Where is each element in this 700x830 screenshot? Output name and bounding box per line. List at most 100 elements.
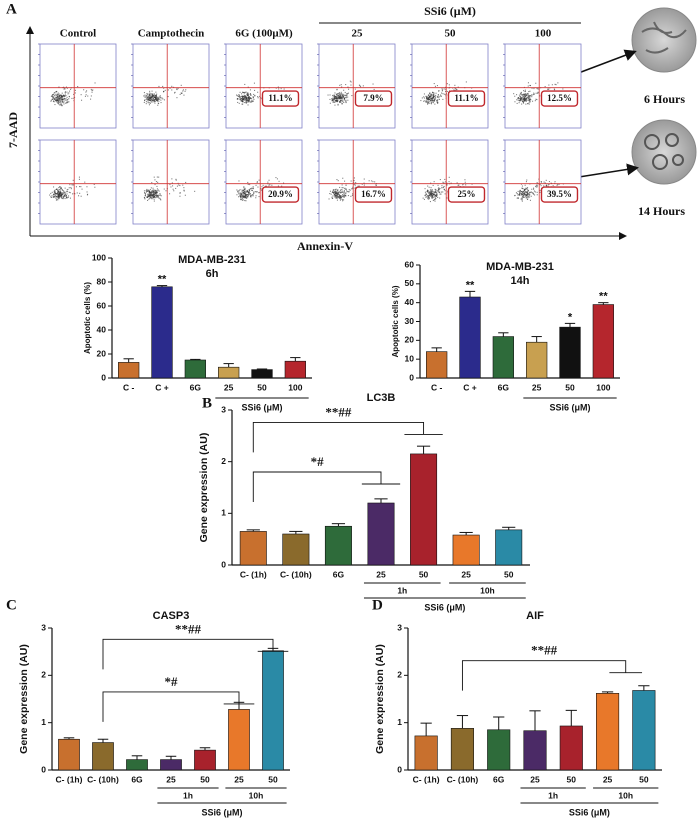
dot [64, 92, 66, 94]
dot [363, 182, 365, 184]
dot [66, 193, 68, 195]
dot [170, 186, 172, 188]
dot [153, 191, 155, 193]
dot [153, 99, 155, 101]
dot [337, 196, 339, 198]
dot [519, 96, 521, 98]
dot [66, 197, 68, 199]
dot [336, 97, 338, 99]
dot [248, 99, 250, 101]
dot [152, 190, 154, 192]
dot [431, 193, 433, 195]
dot [433, 97, 435, 99]
bar [559, 326, 581, 379]
dot [527, 85, 529, 87]
dot [148, 189, 150, 191]
dot [353, 184, 355, 186]
dot [277, 185, 279, 187]
dot [240, 100, 242, 102]
dot [516, 193, 518, 195]
dot [529, 100, 531, 102]
flow-plot [411, 43, 489, 129]
dot [157, 195, 159, 197]
dot [519, 189, 521, 191]
dot [345, 94, 347, 96]
dot [58, 97, 60, 99]
dot [153, 101, 155, 103]
dot [351, 95, 353, 97]
dot [333, 100, 335, 102]
dot [432, 184, 434, 186]
bar [251, 369, 273, 379]
dot [185, 89, 187, 91]
dot [164, 89, 166, 91]
dot [535, 186, 537, 188]
dot [430, 97, 432, 99]
bar [487, 729, 511, 771]
dot [337, 196, 339, 198]
dot [558, 183, 560, 185]
dot [246, 190, 248, 192]
dot [427, 197, 429, 199]
dot [339, 191, 341, 193]
dot [155, 97, 157, 99]
dot [242, 193, 244, 195]
dot [434, 195, 436, 197]
dot [527, 187, 529, 189]
dot [154, 102, 156, 104]
dot [91, 91, 93, 93]
dot [533, 93, 535, 95]
dot [443, 188, 445, 190]
dot [151, 182, 153, 184]
dot [524, 98, 526, 100]
dot [520, 183, 522, 185]
dot [343, 99, 345, 101]
y-tick-label: 2 [397, 670, 402, 680]
dot [243, 192, 245, 194]
dot [162, 85, 164, 87]
y-tick-label: 40 [405, 297, 415, 307]
dot [523, 191, 525, 193]
dot [167, 89, 169, 91]
dot [58, 197, 60, 199]
dot [543, 181, 545, 183]
bar [282, 533, 310, 566]
dot [156, 188, 158, 190]
dot [337, 194, 339, 196]
dot [157, 196, 159, 198]
dot [522, 102, 524, 104]
dot [516, 99, 518, 101]
dot [145, 101, 147, 103]
dot [248, 93, 250, 95]
dot [426, 97, 428, 99]
dot [428, 193, 430, 195]
dot [258, 192, 260, 194]
dot [525, 197, 527, 199]
dot [252, 96, 254, 98]
dot [332, 189, 334, 191]
dot [83, 89, 85, 91]
dot [425, 193, 427, 195]
dot [427, 102, 429, 104]
dot [158, 98, 160, 100]
dot [339, 196, 341, 198]
significance-bracket [102, 691, 255, 722]
dot [58, 102, 60, 104]
dot [61, 197, 63, 199]
dot [338, 95, 340, 97]
dot [555, 84, 557, 86]
dot [146, 94, 148, 96]
dot [368, 180, 370, 182]
dot [327, 94, 329, 96]
dot [429, 92, 431, 94]
dot [156, 98, 158, 100]
y-tick-label: 60 [405, 259, 415, 269]
bar [126, 759, 148, 771]
dot [63, 99, 65, 101]
dot [50, 100, 52, 102]
dot [148, 190, 150, 192]
dot [337, 95, 339, 97]
dot [90, 95, 92, 97]
dot [91, 90, 93, 92]
dot [439, 193, 441, 195]
